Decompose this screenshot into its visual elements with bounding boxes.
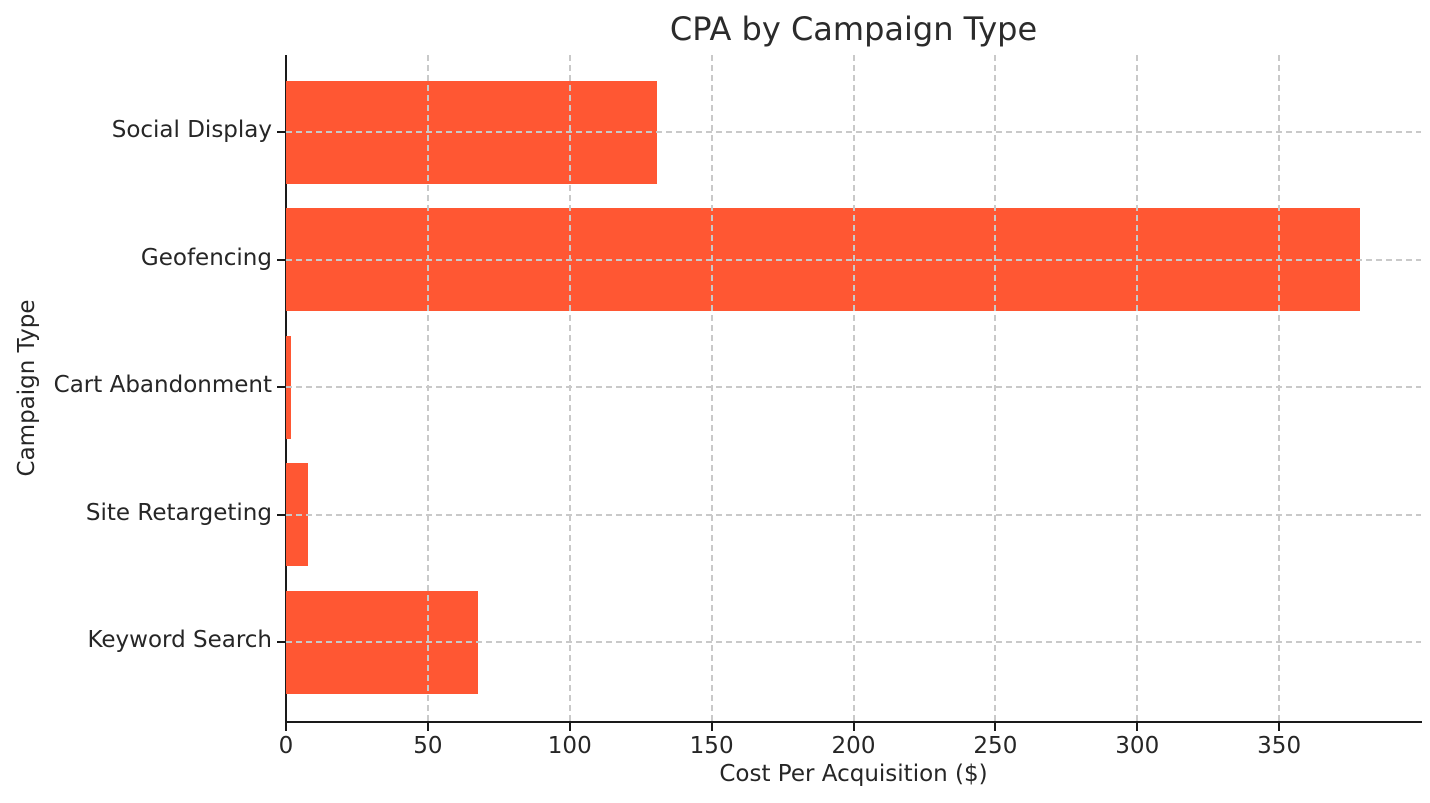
x-tick-mark-50: [426, 723, 429, 731]
x-tick-label-300: 300: [1115, 733, 1160, 759]
x-tick-label-350: 350: [1257, 733, 1302, 759]
x-gridline-50: [426, 55, 429, 722]
x-tick-mark-250: [994, 723, 997, 731]
y-tick-label-social-display: Social Display: [111, 117, 272, 143]
x-tick-label-100: 100: [547, 733, 592, 759]
x-tick-label-0: 0: [278, 733, 294, 759]
x-axis-label: Cost Per Acquisition ($): [719, 761, 988, 787]
x-tick-mark-100: [568, 723, 571, 731]
y-tick-label-geofencing: Geofencing: [140, 244, 272, 271]
y-tick-mark-geofencing: [277, 258, 286, 261]
x-gridline-250: [994, 55, 997, 722]
x-gridline-350: [1278, 55, 1281, 722]
x-gridline-200: [852, 55, 855, 722]
x-gridline-150: [710, 55, 713, 722]
y-tick-mark-cart-abandonment: [277, 386, 286, 389]
x-tick-mark-200: [852, 723, 855, 731]
chart-title: CPA by Campaign Type: [669, 10, 1038, 48]
x-tick-label-150: 150: [689, 733, 734, 759]
x-gridline-300: [1136, 55, 1139, 722]
y-tick-mark-keyword-search: [277, 641, 286, 644]
y-tick-label-site-retargeting: Site Retargeting: [85, 499, 272, 526]
x-tick-mark-300: [1136, 723, 1139, 731]
x-tick-label-200: 200: [831, 733, 876, 759]
y-tick-label-keyword-search: Keyword Search: [87, 627, 272, 654]
y-tick-mark-site-retargeting: [277, 513, 286, 516]
y-tick-mark-social-display: [277, 131, 286, 133]
x-tick-label-250: 250: [973, 733, 1018, 759]
y-tick-label-cart-abandonment: Cart Abandonment: [53, 372, 272, 399]
plot-area: [286, 55, 1421, 722]
x-tick-mark-0: [285, 723, 287, 731]
x-axis-spine: [285, 721, 1422, 723]
x-gridline-100: [568, 55, 571, 722]
x-tick-label-50: 50: [413, 733, 443, 759]
x-tick-mark-150: [710, 723, 713, 731]
x-tick-mark-350: [1278, 723, 1281, 731]
